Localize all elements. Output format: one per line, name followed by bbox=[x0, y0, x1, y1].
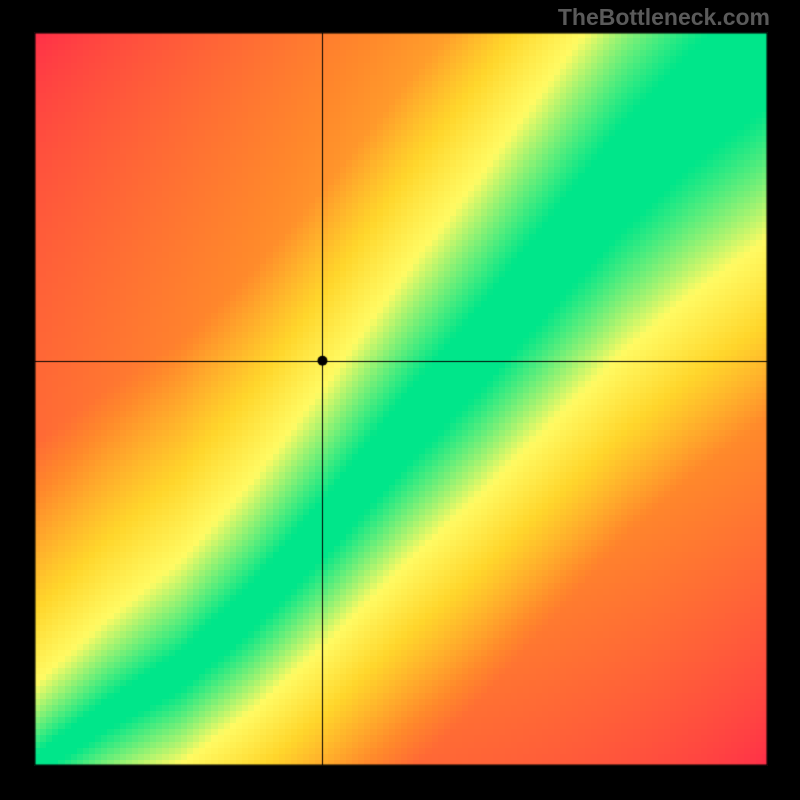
bottleneck-heatmap bbox=[34, 32, 768, 766]
watermark-text: TheBottleneck.com bbox=[558, 4, 770, 31]
chart-container: TheBottleneck.com bbox=[0, 0, 800, 800]
